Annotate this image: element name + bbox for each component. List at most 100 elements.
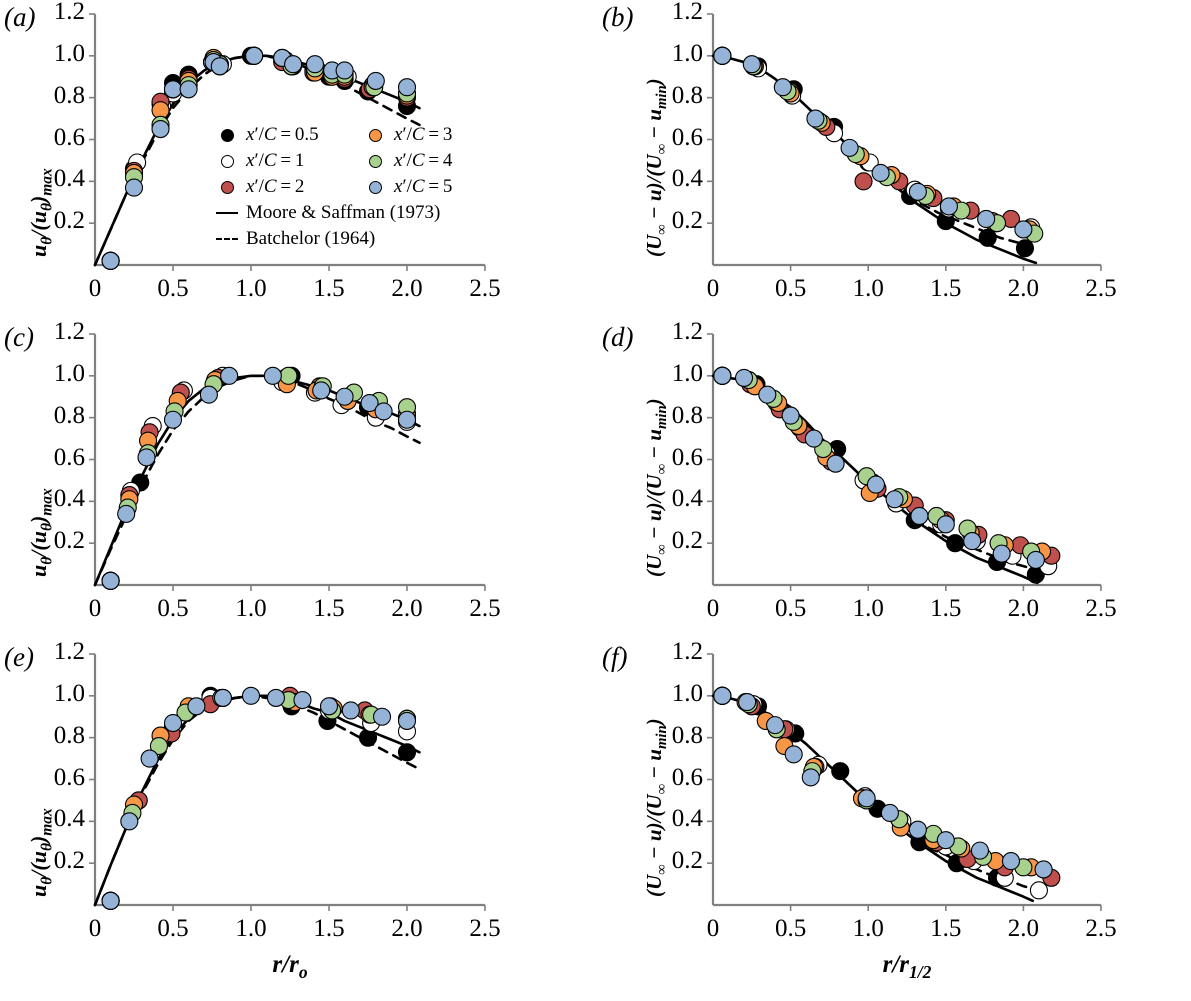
x-tick-label: 2.0: [391, 275, 423, 302]
legend-row: x′/C = 2 x′/C = 5: [215, 174, 483, 200]
x-tick-label: 2.5: [469, 275, 501, 302]
x-tick-label: 0.5: [157, 915, 189, 942]
y-tick-label: 0.4: [671, 485, 703, 513]
y-tick-label: 1.2: [53, 0, 85, 25]
y-tick-label: 0.8: [53, 401, 85, 429]
y-tick-label: 0.6: [53, 123, 85, 151]
legend-x--c---0-5-marker-icon: [220, 128, 234, 142]
x-tick-label: 1.5: [930, 595, 962, 622]
y-tick-label: 0.2: [53, 527, 85, 555]
series-markers: [101, 46, 417, 270]
panel-f: (f) (U∞ − u)/(U∞ − umin) 0.2 0.4 0.6 0.8 1.0 1.…: [596, 638, 1191, 982]
panel-label-e: (e): [4, 642, 34, 672]
y-tick-label: 0.8: [53, 721, 85, 749]
legend-item-label: x′/C = 5: [394, 176, 453, 197]
y-tick-label: 1.2: [53, 318, 85, 345]
x-tick-label: 1.0: [852, 275, 884, 302]
x-tick-label: 1.5: [313, 595, 345, 622]
legend-item: x′/C = 0.5: [215, 124, 363, 146]
x-tick-label: 0: [706, 595, 720, 622]
plot-area-c: [89, 333, 486, 591]
legend-row: Batchelor (1964): [215, 226, 483, 252]
y-tick-label: 0.6: [53, 763, 85, 791]
plot-area-f: [707, 653, 1102, 911]
curve-batchelor: [93, 374, 421, 587]
legend-item: x′/C = 1: [215, 150, 363, 172]
x-tick-label: 0: [88, 275, 102, 302]
y-tick-label: 1.2: [671, 0, 703, 25]
legend-row: Moore & Saffman (1973): [215, 200, 483, 226]
legend-item-label: Batchelor (1964): [246, 228, 376, 249]
legend-x--c---4-marker-icon: [368, 154, 382, 168]
y-tick-label: 1.0: [53, 679, 85, 707]
series-markers: [713, 686, 1053, 879]
legend-row: x′/C = 1 x′/C = 4: [215, 148, 483, 174]
y-tick-label: 0.2: [53, 847, 85, 875]
legend-x--c---1-marker-icon: [220, 154, 234, 168]
series-markers: [713, 366, 1045, 569]
y-tick-label: 1.2: [671, 318, 703, 345]
x-tick-label: 2.5: [1085, 275, 1117, 302]
x-tick-label: 2.0: [391, 915, 423, 942]
curve-batchelor: [905, 194, 1033, 248]
legend-x--c---2-swatch: [215, 180, 239, 194]
y-tick-label: 1.0: [53, 39, 85, 67]
y-tick-label: 0.6: [53, 443, 85, 471]
series-markers: [101, 686, 417, 910]
y-tick-label: 0.4: [53, 165, 85, 193]
y-tick-label: 0.2: [671, 847, 703, 875]
y-tick-label: 0.6: [671, 123, 703, 151]
x-tick-label: 0.5: [774, 595, 807, 622]
panel-label-a: (a): [4, 2, 36, 32]
panel-a: (a) uθ/(uθ)max 0.2 0.4 0.6 0.8 1.0 1.2 0 0.5 1.0 1.…: [0, 0, 595, 320]
panel-e: (e) uθ/(uθ)max 0.2 0.4 0.6 0.8 1.0 1.2 0 0.5 1.0 1.…: [0, 638, 595, 982]
x-tick-label: 2.5: [1085, 595, 1117, 622]
dashed-line-swatch: [215, 238, 239, 240]
x-tick-label: 1.5: [313, 915, 345, 942]
y-tick-label: 0.8: [671, 81, 703, 109]
series-markers: [713, 686, 1041, 877]
x-tick-label: 0: [706, 915, 720, 942]
legend-item: Batchelor (1964): [215, 228, 375, 250]
x-tick-label: 1.5: [313, 275, 345, 302]
legend-item-label: x′/C = 0.5: [246, 124, 319, 145]
x-tick-label: 2.5: [469, 595, 501, 622]
y-tick-label: 1.2: [671, 638, 703, 665]
x-tick-label: 0: [88, 595, 102, 622]
legend-item-label: x′/C = 3: [394, 124, 453, 145]
x-tick-label: 1.5: [930, 275, 962, 302]
y-tick-label: 0.2: [671, 207, 703, 235]
y-tick-label: 0.8: [53, 81, 85, 109]
x-tick-label: 2.0: [1007, 915, 1040, 942]
x-tick-label: 0.5: [774, 275, 807, 302]
plot-area-d: [707, 333, 1102, 591]
legend-item-label: x′/C = 1: [246, 150, 305, 171]
plot-area-b: [707, 13, 1102, 271]
y-tick-label: 0.4: [671, 805, 703, 833]
x-tick-label: 1.0: [852, 595, 884, 622]
legend: x′/C = 0.5 x′/C = 3 x′/C = 1 x′/C = 4 x′/C =…: [215, 122, 483, 252]
y-tick-label: 0.8: [671, 721, 703, 749]
y-tick-label: 1.2: [53, 638, 85, 665]
x-tick-label: 1.0: [235, 915, 267, 942]
x-tick-label: 0.5: [157, 275, 189, 302]
legend-item-label: Moore & Saffman (1973): [246, 202, 441, 223]
solid-line-icon: [216, 212, 238, 214]
panel-d: (d) (U∞ − u)/(U∞ − umin) 0.2 0.4 0.6 0.8 1.0 1.…: [596, 318, 1191, 640]
y-tick-label: 0.4: [671, 165, 703, 193]
series-markers: [713, 46, 1033, 239]
x-tick-label: 0: [88, 915, 102, 942]
y-tick-label: 0.2: [53, 207, 85, 235]
x-tick-label: 2.5: [469, 915, 501, 942]
legend-item: Moore & Saffman (1973): [215, 202, 440, 224]
panel-b: (b) (U∞ − u)/(U∞ − umin) 0.2 0.4 0.6 0.8 1.0 1.…: [596, 0, 1191, 320]
x-tick-label: 2.5: [1085, 915, 1117, 942]
legend-item: x′/C = 4: [363, 150, 483, 172]
x-tick-label: 1.0: [235, 595, 267, 622]
legend-x--c---3-marker-icon: [368, 128, 382, 142]
x-tick-label: 2.0: [391, 595, 423, 622]
plot-area-a: [89, 13, 486, 271]
legend-x--c---5-swatch: [363, 180, 387, 194]
x-tick-label: 0: [706, 275, 720, 302]
